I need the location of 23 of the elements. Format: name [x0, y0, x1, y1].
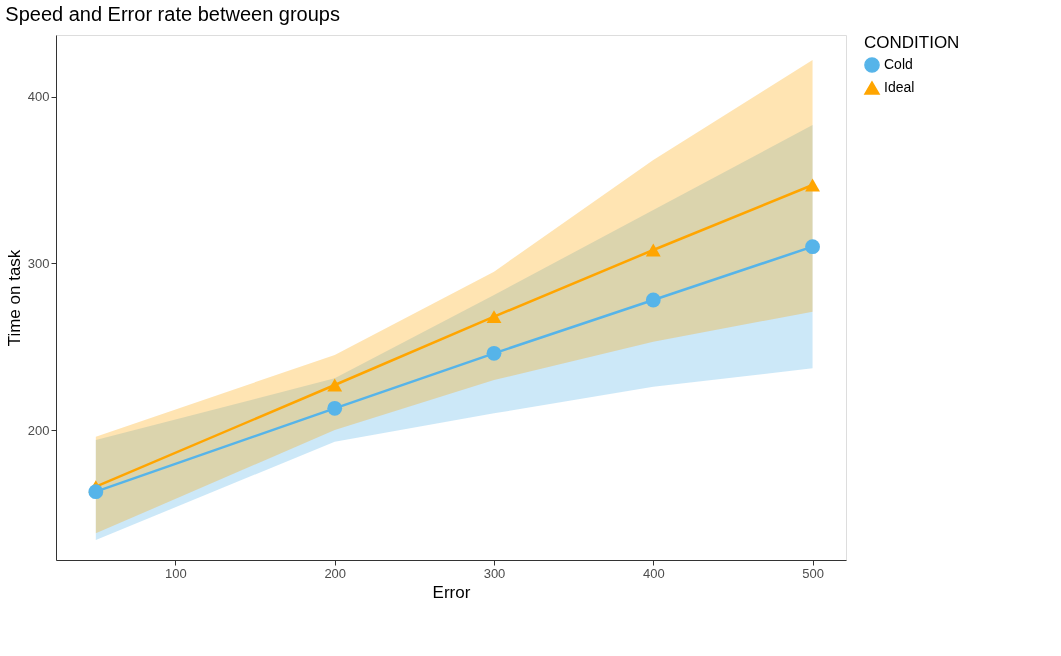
point: [327, 400, 343, 416]
x-tick-label: 400: [642, 565, 665, 581]
point: [805, 178, 820, 192]
x-tick-label: 300: [483, 565, 506, 581]
point: [805, 239, 820, 255]
point: [327, 378, 343, 392]
legend-label: Ideal: [884, 79, 915, 95]
y-tick-label: 300: [27, 255, 50, 271]
y-axis-title: Time on task: [4, 249, 24, 347]
point: [486, 310, 502, 324]
x-axis-title: Error: [432, 582, 471, 602]
x-tick-label: 500: [802, 565, 824, 581]
point: [88, 484, 104, 500]
point: [486, 345, 502, 361]
chart-title: Speed and Error rate between groups: [5, 3, 340, 25]
point: [645, 292, 661, 308]
x-tick-label: 200: [324, 565, 347, 581]
point: [645, 243, 661, 257]
y-tick-label: 200: [27, 422, 50, 438]
legend-label: Cold: [884, 56, 913, 72]
y-tick-label: 400: [27, 89, 50, 105]
x-tick-label: 100: [165, 565, 187, 581]
legend-title: CONDITION: [864, 33, 960, 52]
